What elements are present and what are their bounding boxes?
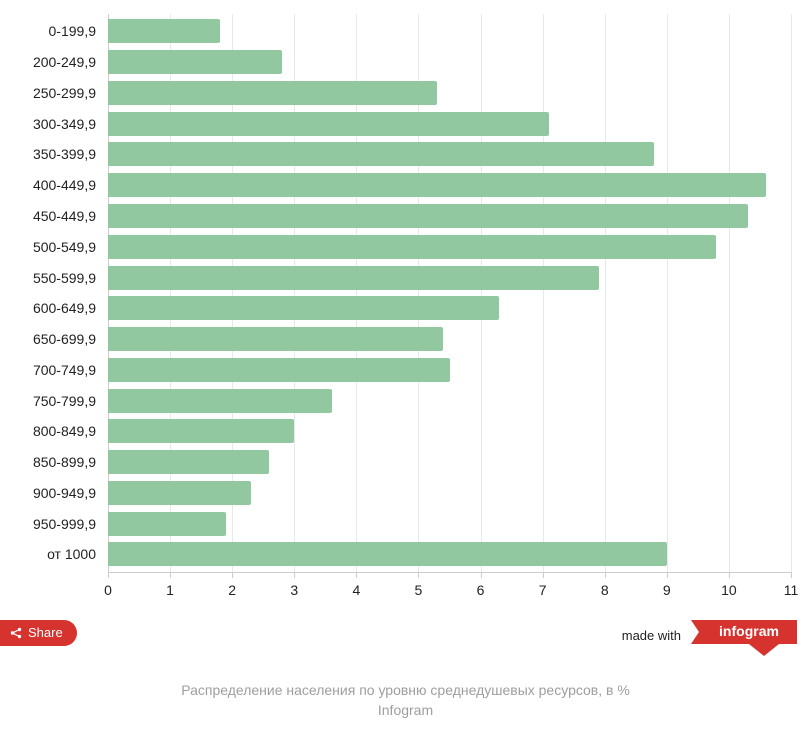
bar-row (108, 327, 791, 351)
bar-row (108, 81, 791, 105)
x-tick (481, 572, 482, 578)
x-tick-label: 2 (228, 582, 236, 598)
bar[interactable] (108, 419, 294, 443)
share-button[interactable]: Share (0, 620, 77, 646)
x-tick (170, 572, 171, 578)
y-tick-label: 0-199,9 (10, 19, 100, 43)
bar[interactable] (108, 389, 332, 413)
bar[interactable] (108, 19, 220, 43)
bar-row (108, 389, 791, 413)
x-tick (605, 572, 606, 578)
bar-row (108, 19, 791, 43)
x-tick-label: 3 (290, 582, 298, 598)
caption-line-2: Infogram (0, 700, 811, 720)
y-tick-label: 500-549,9 (10, 235, 100, 259)
y-tick-label: 950-999,9 (10, 512, 100, 536)
x-tick-label: 9 (663, 582, 671, 598)
y-tick-label: 750-799,9 (10, 389, 100, 413)
x-tick (294, 572, 295, 578)
x-tick (543, 572, 544, 578)
x-tick (418, 572, 419, 578)
x-tick-label: 8 (601, 582, 609, 598)
x-tick (791, 572, 792, 578)
bar[interactable] (108, 512, 226, 536)
bar-row (108, 481, 791, 505)
share-label: Share (28, 620, 63, 646)
y-tick-label: 200-249,9 (10, 50, 100, 74)
bar[interactable] (108, 142, 654, 166)
bar[interactable] (108, 235, 716, 259)
y-tick-label: 650-699,9 (10, 327, 100, 351)
x-tick (356, 572, 357, 578)
x-tick-label: 4 (352, 582, 360, 598)
y-tick-label: 850-899,9 (10, 450, 100, 474)
x-tick (667, 572, 668, 578)
x-tick-label: 10 (721, 582, 737, 598)
caption: Распределение населения по уровню средне… (0, 680, 811, 721)
y-tick-label: 700-749,9 (10, 358, 100, 382)
bar-row (108, 173, 791, 197)
bar[interactable] (108, 266, 599, 290)
bar-row (108, 512, 791, 536)
bar-row (108, 204, 791, 228)
chart-area: 0-199,9 200-249,9 250-299,9 300-349,9 350-39… (10, 14, 791, 606)
x-tick-label: 7 (539, 582, 547, 598)
y-tick-label: 400-449,9 (10, 173, 100, 197)
bar-row (108, 296, 791, 320)
bar-row (108, 142, 791, 166)
y-tick-label: 900-949,9 (10, 481, 100, 505)
gridline (791, 14, 792, 572)
bar[interactable] (108, 542, 667, 566)
bar[interactable] (108, 296, 499, 320)
bar-row (108, 419, 791, 443)
y-tick-label: 600-649,9 (10, 296, 100, 320)
plot-area (108, 14, 791, 572)
bar[interactable] (108, 358, 450, 382)
bars-container (108, 14, 791, 572)
bar[interactable] (108, 327, 443, 351)
x-tick-label: 6 (477, 582, 485, 598)
made-with-block: made with infogram (622, 618, 797, 652)
brand-label: infogram (719, 623, 779, 639)
bar[interactable] (108, 450, 269, 474)
bar-row (108, 112, 791, 136)
x-tick-label: 11 (784, 582, 799, 598)
y-tick-label: 550-599,9 (10, 266, 100, 290)
infogram-badge[interactable]: infogram (691, 620, 797, 650)
bar-row (108, 450, 791, 474)
bar-row (108, 235, 791, 259)
bar[interactable] (108, 204, 748, 228)
bar-row (108, 50, 791, 74)
bar[interactable] (108, 481, 251, 505)
y-tick-label: 350-399,9 (10, 142, 100, 166)
y-axis-labels: 0-199,9 200-249,9 250-299,9 300-349,9 350-39… (10, 14, 100, 572)
bar[interactable] (108, 50, 282, 74)
bar[interactable] (108, 81, 437, 105)
bar[interactable] (108, 173, 766, 197)
bar-row (108, 542, 791, 566)
y-tick-label: 800-849,9 (10, 419, 100, 443)
x-axis-line (108, 572, 791, 573)
caption-line-1: Распределение населения по уровню средне… (0, 680, 811, 700)
made-with-label: made with (622, 628, 681, 643)
y-tick-label: 250-299,9 (10, 81, 100, 105)
bar[interactable] (108, 112, 549, 136)
bar-row (108, 358, 791, 382)
x-axis: 01234567891011 (108, 572, 791, 606)
x-tick (108, 572, 109, 578)
x-tick-label: 1 (166, 582, 174, 598)
share-icon (10, 627, 22, 639)
x-tick-label: 5 (415, 582, 423, 598)
x-tick (729, 572, 730, 578)
footer-bar: Share made with infogram (0, 618, 797, 652)
bar-row (108, 266, 791, 290)
y-tick-label: 450-449,9 (10, 204, 100, 228)
y-tick-label: 300-349,9 (10, 112, 100, 136)
x-tick (232, 572, 233, 578)
y-tick-label: от 1000 (10, 542, 100, 566)
x-tick-label: 0 (104, 582, 112, 598)
